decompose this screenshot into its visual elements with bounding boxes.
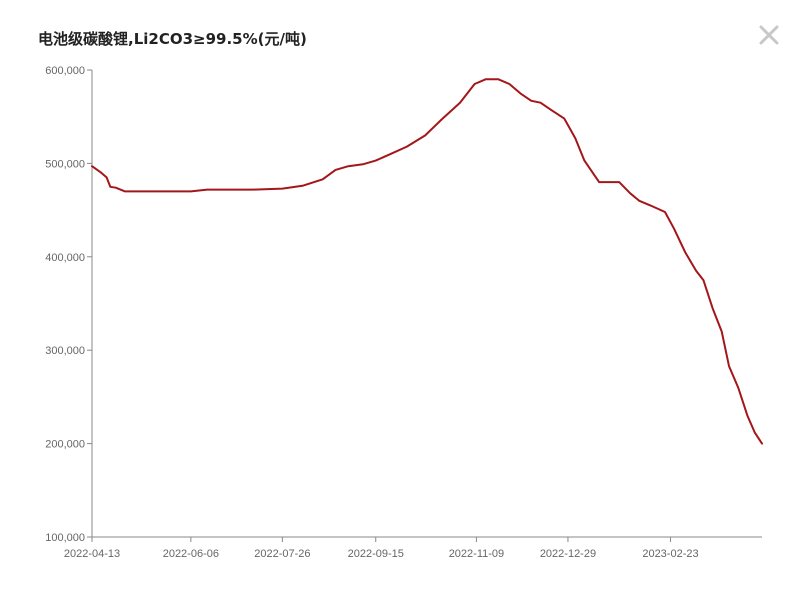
x-tick-label: 2022-06-06 <box>163 548 219 560</box>
chart-title: 电池级碳酸锂,Li2CO3≥99.5%(元/吨) <box>38 30 307 48</box>
chart-series <box>91 78 763 445</box>
y-tick-label: 500,000 <box>45 158 85 170</box>
x-tick-label: 2022-07-26 <box>254 548 310 560</box>
chart-axes: 100,000 200,000 300,000 400,000 500,000 600,0… <box>45 65 762 560</box>
x-tick-label: 2023-02-23 <box>642 548 698 560</box>
y-tick-label: 400,000 <box>45 252 85 264</box>
y-tick-label: 200,000 <box>45 439 85 451</box>
x-tick-label: 2022-04-13 <box>64 548 120 560</box>
y-tick-label: 100,000 <box>45 532 85 544</box>
y-tick-label: 600,000 <box>45 65 85 77</box>
x-tick-label: 2022-09-15 <box>348 548 404 560</box>
close-button[interactable] <box>756 22 782 48</box>
series-line <box>91 78 763 445</box>
x-tick-label: 2022-12-29 <box>540 548 596 560</box>
close-icon <box>759 25 779 45</box>
y-tick-label: 300,000 <box>45 345 85 357</box>
x-tick-label: 2022-11-09 <box>449 548 504 560</box>
